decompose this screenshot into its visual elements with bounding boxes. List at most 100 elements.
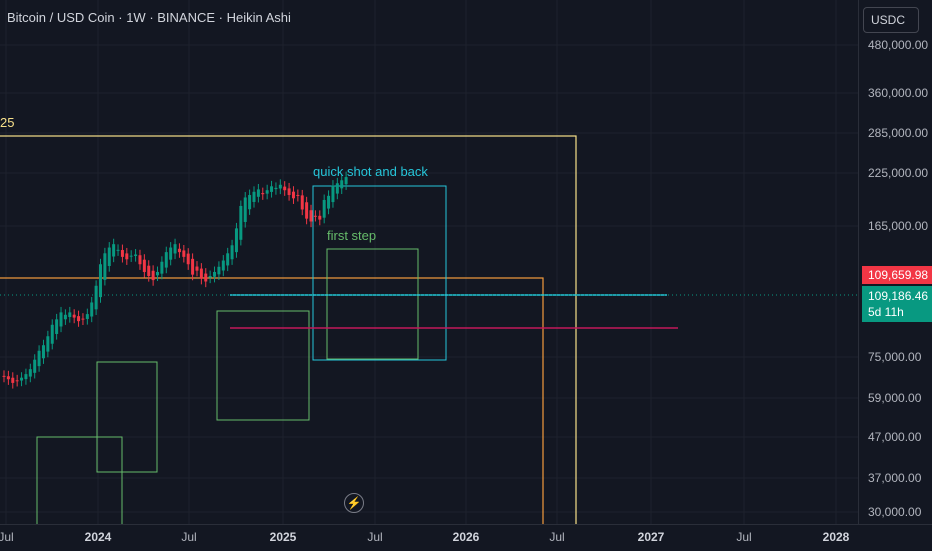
candle-body: [186, 253, 190, 265]
candle-body: [322, 199, 326, 218]
candle-body: [340, 180, 344, 189]
candle-body: [33, 359, 37, 373]
candle-body: [318, 215, 322, 220]
candle-body: [239, 205, 243, 240]
candle-body: [24, 374, 28, 380]
candle-body: [204, 273, 208, 282]
candle-body: [300, 195, 304, 210]
candle-body: [129, 255, 133, 257]
candle-body: [160, 261, 164, 274]
candle-body: [120, 250, 124, 257]
candle-body: [234, 228, 238, 253]
candle-body: [59, 312, 63, 327]
candle-body: [41, 345, 45, 359]
candle-body: [213, 271, 217, 277]
price-axis[interactable]: [858, 0, 932, 524]
candle-body: [85, 314, 89, 319]
candle-body: [221, 260, 225, 271]
candle-body: [283, 186, 287, 191]
current-price-tag: 109,186.46 5d 11h: [862, 286, 932, 322]
candle-body: [6, 376, 10, 380]
candle-body: [270, 186, 274, 192]
quick-shot-label: quick shot and back: [313, 164, 428, 179]
time-label: Jul: [736, 530, 752, 544]
current-price-value: 109,186.46: [868, 289, 929, 303]
time-axis[interactable]: [0, 524, 932, 551]
candle-body: [327, 195, 331, 209]
candle-body: [72, 314, 76, 318]
bar-countdown: 5d 11h: [868, 305, 904, 319]
price-label: 480,000.00: [868, 38, 929, 52]
candle-body: [112, 244, 116, 257]
lightning-icon[interactable]: ⚡: [344, 493, 364, 513]
candle-body: [116, 249, 120, 251]
candles: [2, 171, 348, 389]
candle-body: [103, 253, 107, 280]
candle-body: [11, 377, 15, 383]
candle-body: [309, 210, 313, 222]
last-price-tag: 109,659.98: [862, 266, 932, 284]
candle-body: [331, 185, 335, 203]
time-label: 2028: [822, 530, 850, 544]
candle-body: [256, 189, 260, 197]
candle-body: [291, 191, 295, 199]
green-box-2: [96, 361, 158, 473]
candle-body: [274, 187, 278, 190]
price-label: 59,000.00: [868, 391, 922, 405]
candle-body: [151, 270, 155, 281]
price-label: 165,000.00: [868, 219, 929, 233]
candle-body: [344, 177, 348, 185]
candle-body: [81, 318, 85, 320]
candle-body: [182, 250, 186, 257]
candle-body: [261, 193, 265, 195]
candle-body: [63, 314, 67, 320]
time-label: Jul: [181, 530, 197, 544]
yellow-box-label: 25: [0, 115, 15, 130]
candle-body: [208, 275, 212, 278]
candle-body: [2, 375, 6, 377]
first-step-label: first step: [327, 228, 377, 243]
chart-title: Bitcoin / USD Coin · 1W · BINANCE · Heik…: [7, 10, 291, 25]
price-label: 285,000.00: [868, 126, 929, 140]
candle-body: [230, 245, 234, 260]
candle-body: [50, 324, 54, 344]
candle-body: [195, 266, 199, 271]
candle-body: [138, 255, 142, 265]
grid: [0, 0, 858, 524]
candle-body: [313, 215, 317, 217]
candle-body: [147, 265, 151, 276]
candle-body: [278, 184, 282, 189]
candle-body: [142, 259, 146, 272]
candle-body: [15, 380, 19, 382]
candle-body: [243, 197, 247, 222]
price-label: 225,000.00: [868, 166, 929, 180]
candle-body: [156, 271, 160, 276]
currency-button[interactable]: USDC: [863, 7, 919, 33]
candle-body: [217, 266, 221, 275]
orange-box: [0, 277, 544, 539]
candle-body: [20, 377, 24, 381]
candle-body: [248, 195, 252, 210]
price-label: 30,000.00: [868, 505, 922, 519]
price-label: 37,000.00: [868, 471, 922, 485]
time-label: Jul: [0, 530, 14, 544]
time-label: 2024: [84, 530, 112, 544]
quick-shot-box: [312, 185, 447, 361]
candle-body: [335, 183, 339, 194]
time-label: 2026: [452, 530, 480, 544]
price-label: 75,000.00: [868, 350, 922, 364]
candle-body: [37, 350, 41, 367]
candle-body: [305, 202, 309, 219]
candle-body: [77, 316, 81, 322]
time-label: 2025: [269, 530, 297, 544]
candle-body: [296, 194, 300, 196]
time-label: 2027: [637, 530, 665, 544]
candle-body: [177, 248, 181, 253]
candle-body: [199, 268, 203, 279]
candle-body: [125, 253, 129, 260]
candle-body: [164, 252, 168, 268]
first-step-box: [326, 248, 419, 360]
candle-body: [55, 319, 59, 334]
candle-body: [68, 312, 72, 318]
